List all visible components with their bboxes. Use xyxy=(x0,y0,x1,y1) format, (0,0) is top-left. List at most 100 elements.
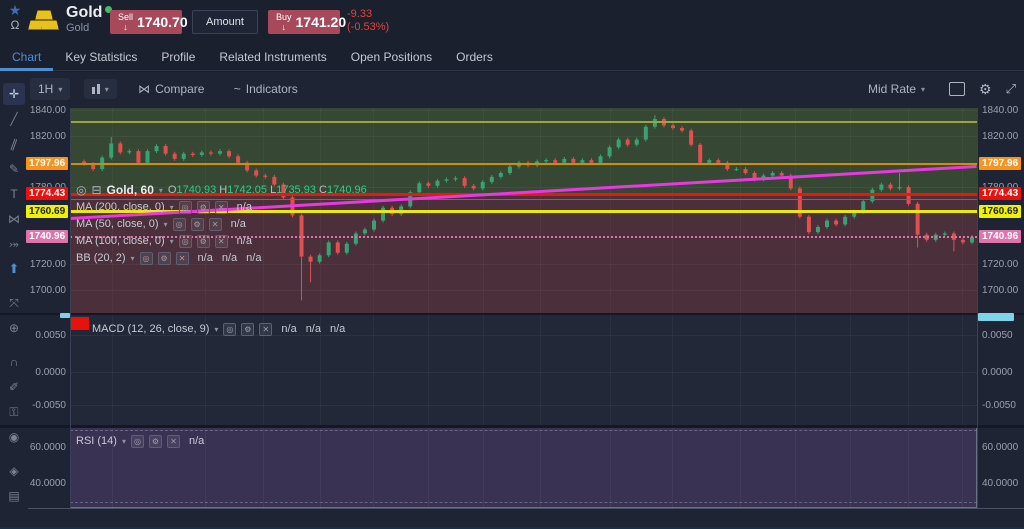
tab-chart[interactable]: Chart xyxy=(0,42,54,71)
gridline-v xyxy=(962,315,963,425)
chevron-down-icon[interactable]: ▾ xyxy=(130,254,135,263)
wave-icon: ~ xyxy=(233,82,241,96)
price-axis-label: 1840.00 xyxy=(982,105,1019,116)
snapshot-icon[interactable] xyxy=(949,82,966,96)
gridline-v xyxy=(610,315,611,425)
macd-label[interactable]: MACD (12, 26, close, 9) xyxy=(92,323,210,335)
instrument-name: Gold xyxy=(66,4,103,21)
star-icon[interactable]: ★ xyxy=(8,2,22,18)
visibility-icon[interactable]: ◎ xyxy=(76,183,87,197)
gridline-v xyxy=(850,428,851,508)
trend-line-tool[interactable]: ╱ xyxy=(10,112,18,126)
price-tag-label: 1774.43 xyxy=(979,187,1021,201)
overlay-label[interactable]: MA (100, close, 0) xyxy=(76,235,165,247)
gear-icon[interactable]: ⚙ xyxy=(196,235,210,248)
chevron-down-icon[interactable]: ▾ xyxy=(163,220,168,229)
rsi-band-line xyxy=(70,502,977,503)
measure-tool[interactable]: ⤧ xyxy=(9,295,19,310)
rate-type-dropdown[interactable]: Mid Rate ▾ xyxy=(867,82,926,96)
gear-icon[interactable]: ⚙ xyxy=(196,201,210,214)
rsi-label[interactable]: RSI (14) xyxy=(76,435,117,447)
right-axis-line xyxy=(977,108,978,508)
forecast-tool[interactable]: ⤖ xyxy=(9,236,19,251)
gear-icon[interactable]: ⚙ xyxy=(979,80,992,97)
rsi-band-line xyxy=(70,430,977,431)
tab-orders[interactable]: Orders xyxy=(456,50,493,64)
chevron-down-icon[interactable]: ▾ xyxy=(214,325,219,334)
compare-button[interactable]: ⋈ Compare xyxy=(138,82,205,96)
tab-profile[interactable]: Profile xyxy=(161,50,196,64)
lock-tool[interactable]: ⚿ xyxy=(9,404,19,419)
close-icon[interactable]: ✕ xyxy=(214,235,228,248)
bell-icon[interactable]: Ω xyxy=(10,18,20,32)
amount-button[interactable]: Amount xyxy=(192,10,258,34)
gear-icon[interactable]: ⚙ xyxy=(190,218,204,231)
tab-related-instruments[interactable]: Related Instruments xyxy=(219,50,327,64)
overlay-value: n/a xyxy=(236,235,252,247)
rsi-pane[interactable] xyxy=(70,428,977,508)
close-icon[interactable]: ✕ xyxy=(166,435,180,448)
pane-separator[interactable] xyxy=(0,425,1024,428)
close-icon[interactable]: ✕ xyxy=(175,252,189,265)
gridline-v xyxy=(610,428,611,508)
price-tag-label: 1774.43 xyxy=(26,187,68,201)
close-icon[interactable]: ✕ xyxy=(214,201,228,214)
gridline-v xyxy=(672,315,673,425)
text-tool[interactable]: T xyxy=(10,187,18,201)
gridline-h xyxy=(70,290,977,291)
eye-icon[interactable]: ◎ xyxy=(178,201,192,214)
indicators-button[interactable]: ~ Indicators xyxy=(233,82,298,96)
draw-lock-tool[interactable]: ✐ xyxy=(8,380,20,394)
pane-separator[interactable] xyxy=(0,313,1024,315)
gridline-v xyxy=(483,428,484,508)
chevron-down-icon[interactable]: ▾ xyxy=(169,203,174,212)
chart-style-dropdown[interactable]: ▾ xyxy=(83,79,117,99)
overlay-label[interactable]: BB (20, 2) xyxy=(76,252,126,264)
eye-icon[interactable]: ◎ xyxy=(223,323,237,336)
gridline-v xyxy=(428,315,429,425)
chevron-down-icon[interactable]: ▾ xyxy=(169,237,174,246)
fullscreen-icon[interactable]: ⤢ xyxy=(1005,81,1016,96)
price-tag-label: 1760.69 xyxy=(979,204,1021,218)
buy-price: 1741.20 xyxy=(295,14,347,30)
magnet-tool[interactable]: ∩ xyxy=(9,355,19,369)
gear-icon[interactable]: ⚙ xyxy=(148,435,162,448)
trash-tool[interactable]: ▤ xyxy=(8,489,20,503)
eye-icon[interactable]: ◎ xyxy=(172,218,186,231)
chevron-down-icon[interactable]: ▾ xyxy=(121,437,126,446)
close-icon[interactable]: ✕ xyxy=(208,218,222,231)
price-axis-label: 1720.00 xyxy=(982,259,1019,271)
overlay-label[interactable]: MA (50, close, 0) xyxy=(76,218,159,230)
macd-pane[interactable] xyxy=(70,315,977,425)
zoom-in-tool[interactable]: ⊕ xyxy=(8,321,20,335)
overlay-label[interactable]: MA (200, close, 0) xyxy=(76,201,165,213)
sell-button[interactable]: Sell ↓ 1740.70 xyxy=(110,10,188,34)
interval-dropdown[interactable]: 1H ▾ xyxy=(30,78,71,100)
collapse-icon[interactable]: ⊟ xyxy=(91,183,102,197)
gear-icon[interactable]: ⚙ xyxy=(157,252,171,265)
tab-open-positions[interactable]: Open Positions xyxy=(350,50,433,64)
crosshair-tool[interactable]: ✛ xyxy=(3,83,25,105)
buy-button[interactable]: Buy ↓ 1741.20 xyxy=(268,10,346,34)
eye-icon[interactable]: ◎ xyxy=(178,235,192,248)
chart-toolbar: 1H ▾ ▾ ⋈ Compare ~ Indicators xyxy=(30,78,1024,104)
pattern-tool[interactable]: ⋈ xyxy=(8,212,20,226)
eye-icon[interactable]: ◎ xyxy=(130,435,144,448)
compare-icon: ⋈ xyxy=(138,82,151,96)
chart-area[interactable]: 1840.001840.001820.001820.001780.001780.… xyxy=(0,72,1024,509)
brush-tool[interactable]: ✎ xyxy=(8,162,20,176)
gridline-h xyxy=(70,335,977,336)
overlay-value: n/a xyxy=(197,252,213,264)
overlay-value: n/a xyxy=(230,218,246,230)
price-axis-label: 0.0050 xyxy=(982,330,1013,341)
gridline-v xyxy=(908,315,909,425)
tab-key-statistics[interactable]: Key Statistics xyxy=(65,50,138,64)
eye-icon[interactable]: ◎ xyxy=(139,252,153,265)
layers-tool[interactable]: ◈ xyxy=(9,464,19,478)
eye-tool[interactable]: ◉ xyxy=(8,430,20,444)
gear-icon[interactable]: ⚙ xyxy=(241,323,255,336)
price-axis-label: 0.0050 xyxy=(35,330,66,341)
close-icon[interactable]: ✕ xyxy=(259,323,273,336)
symbol-name[interactable]: Gold, 60 xyxy=(106,183,154,197)
arrow-up-tool[interactable]: ⬆ xyxy=(8,261,20,276)
